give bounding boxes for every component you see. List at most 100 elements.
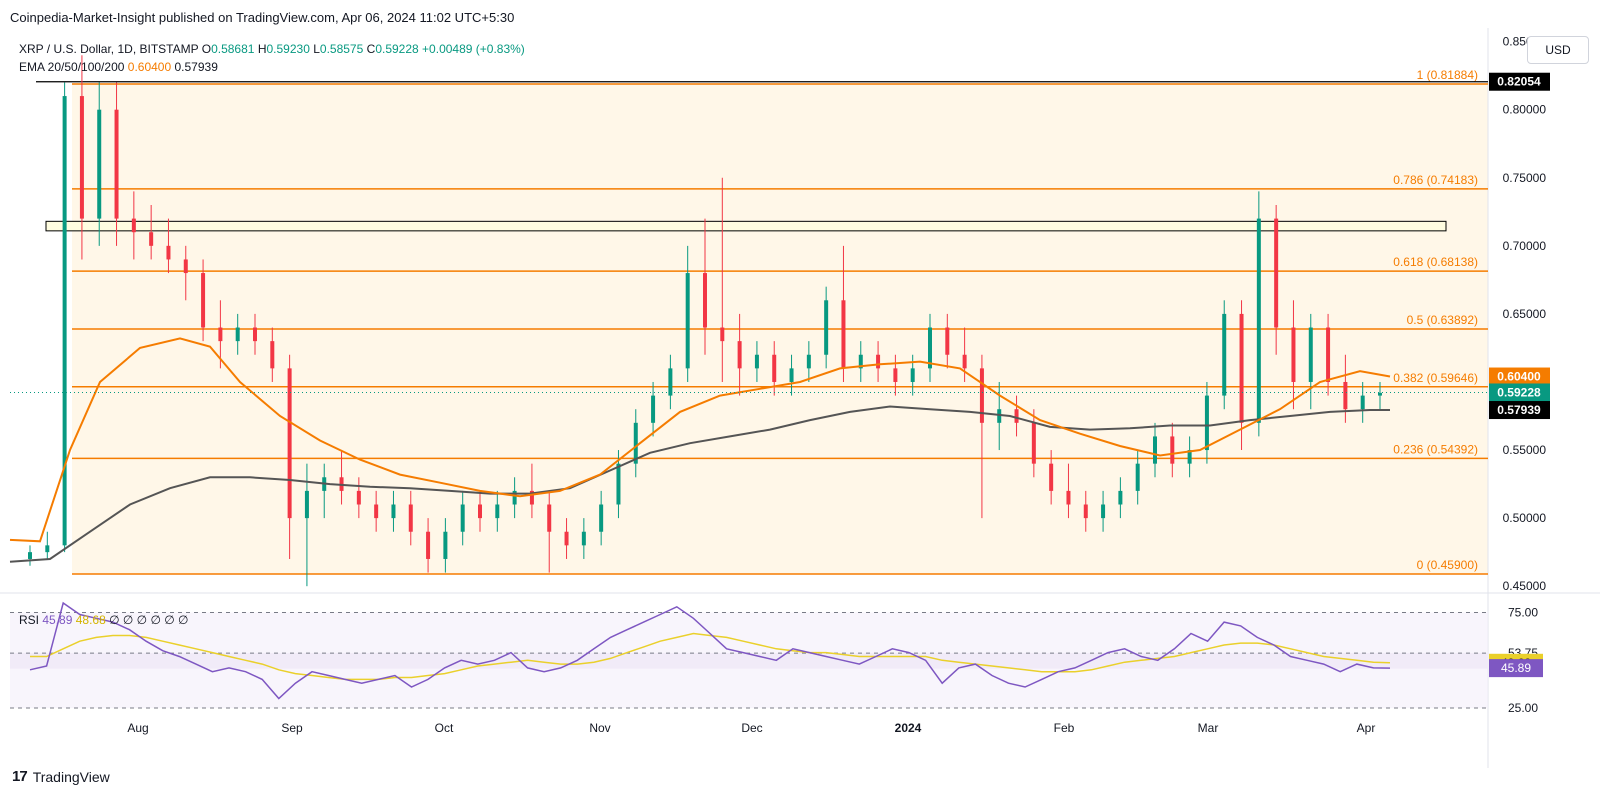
- rsi-bg: [10, 612, 1488, 708]
- candle-body: [703, 273, 707, 328]
- fib-label: 0.618 (0.68138): [1393, 255, 1478, 269]
- candle-body: [1187, 450, 1192, 464]
- price-badge-label: 0.59228: [1497, 385, 1541, 399]
- rsi-ma-line: [30, 632, 1391, 681]
- candle-body: [478, 504, 482, 519]
- candle-body: [374, 504, 379, 519]
- ema200-line: [9, 405, 1390, 563]
- time-label: Apr: [1357, 721, 1376, 735]
- candle-body: [616, 463, 621, 505]
- candle-body: [893, 368, 898, 382]
- ema200-value: 0.57939: [174, 60, 218, 74]
- candle-body: [754, 354, 759, 369]
- candle-body: [737, 341, 742, 369]
- candle-body: [183, 259, 188, 274]
- time-label: Mar: [1198, 721, 1219, 735]
- candle-body: [79, 96, 84, 219]
- candle-body: [720, 327, 725, 342]
- candle-body: [1291, 327, 1296, 382]
- candle-body: [651, 395, 656, 423]
- price-badge: [1489, 401, 1550, 420]
- candle-body: [876, 354, 881, 369]
- candle-body: [928, 327, 932, 369]
- close-label: C: [366, 42, 376, 56]
- candle-body: [114, 109, 119, 219]
- candle-body: [962, 354, 967, 369]
- candle-body: [1378, 392, 1382, 396]
- candle-body: [1274, 218, 1279, 328]
- candle-body: [772, 354, 777, 382]
- candle-body: [218, 327, 223, 342]
- candle-body: [633, 422, 638, 464]
- candle-body: [547, 504, 552, 532]
- candle-body: [287, 368, 292, 519]
- candle-body: [997, 409, 1002, 423]
- candle-body: [529, 490, 534, 505]
- chart-legend: XRP / U.S. Dollar, 1D, BITSTAMP O0.58681…: [19, 40, 525, 76]
- tradingview-logo-icon[interactable]: 17: [12, 768, 28, 785]
- candle-body: [443, 531, 448, 559]
- price-tick-label: 0.80000: [1503, 103, 1547, 117]
- close-value: 0.59228: [375, 42, 419, 56]
- candle-body: [97, 109, 102, 219]
- candle-body: [1170, 436, 1175, 464]
- tradingview-brand[interactable]: TradingView: [32, 768, 110, 785]
- candle-body: [1101, 504, 1106, 519]
- fib-label: 0.236 (0.54392): [1393, 442, 1478, 456]
- price-tick-label: 0.45000: [1503, 579, 1547, 593]
- ema-label[interactable]: EMA 20/50/100/200: [19, 60, 125, 74]
- rsi-na-values: ∅ ∅ ∅ ∅ ∅ ∅: [109, 613, 189, 627]
- currency-button[interactable]: USD: [1527, 36, 1589, 64]
- candle-body: [581, 531, 586, 546]
- price-badge: [1489, 72, 1550, 91]
- candle-body: [1031, 422, 1036, 464]
- candle-body: [1066, 490, 1071, 505]
- candle-body: [62, 96, 67, 546]
- ema50-value: 0.60400: [127, 60, 172, 74]
- low-label: L: [313, 42, 320, 56]
- footer: 17 TradingView: [12, 768, 110, 785]
- price-badge-label: 0.60400: [1497, 370, 1541, 384]
- chart-area[interactable]: 1 (0.81884) 0.786 (0.74183) 0.618 (0.68138…: [0, 28, 1600, 768]
- candle-body: [201, 273, 206, 328]
- price-tick-label: 0.50000: [1503, 511, 1547, 525]
- time-label: Feb: [1054, 721, 1075, 735]
- change-value: +0.00489 (+0.83%): [422, 42, 525, 56]
- symbol-label[interactable]: XRP / U.S. Dollar, 1D, BITSTAMP: [19, 42, 199, 56]
- time-label: Sep: [281, 721, 303, 735]
- fib-label: 0 (0.45900): [1417, 558, 1478, 572]
- candle-body: [426, 531, 431, 559]
- candle-body: [1239, 313, 1244, 423]
- open-label: O: [201, 42, 212, 56]
- fib-label: 1 (0.81884): [1417, 68, 1478, 82]
- candle-body: [1014, 409, 1019, 423]
- time-label: Nov: [589, 721, 610, 735]
- candle-body: [1118, 490, 1123, 505]
- price-tick-label: 0.70000: [1503, 239, 1547, 253]
- candle-body: [945, 327, 950, 355]
- candle-body: [910, 368, 915, 382]
- price-tick-label: 0.55000: [1503, 443, 1547, 457]
- ema-row: EMA 20/50/100/200 0.60400 0.57939: [19, 58, 525, 76]
- supply-zone-box: [45, 220, 1447, 232]
- candle-body: [391, 504, 396, 519]
- candle-body: [1049, 463, 1054, 491]
- rsi-line: [29, 601, 1391, 700]
- rsi-label[interactable]: RSI: [19, 613, 40, 627]
- ohlc-row: XRP / U.S. Dollar, 1D, BITSTAMP O0.58681…: [19, 40, 525, 58]
- rsi-ma-value: 48.68: [75, 613, 106, 627]
- candle-body: [1256, 218, 1261, 423]
- candle-body: [253, 327, 257, 342]
- candle-body: [1222, 313, 1227, 396]
- rsi-tick-label: 25.00: [1508, 701, 1538, 715]
- rsi-badge-label: 45.89: [1501, 661, 1531, 675]
- rsi-legend: RSI 45.89 48.68 ∅ ∅ ∅ ∅ ∅ ∅: [19, 613, 189, 627]
- time-label: 2024: [895, 721, 922, 735]
- price-tick-label: 0.65000: [1503, 307, 1547, 321]
- candle-body: [979, 368, 984, 423]
- rsi-badge: [1489, 659, 1543, 678]
- candle-body: [1083, 504, 1088, 519]
- candle-body: [789, 368, 794, 382]
- candle-body: [668, 368, 673, 396]
- price-chart-svg[interactable]: 1 (0.81884) 0.786 (0.74183) 0.618 (0.68138…: [0, 28, 1600, 768]
